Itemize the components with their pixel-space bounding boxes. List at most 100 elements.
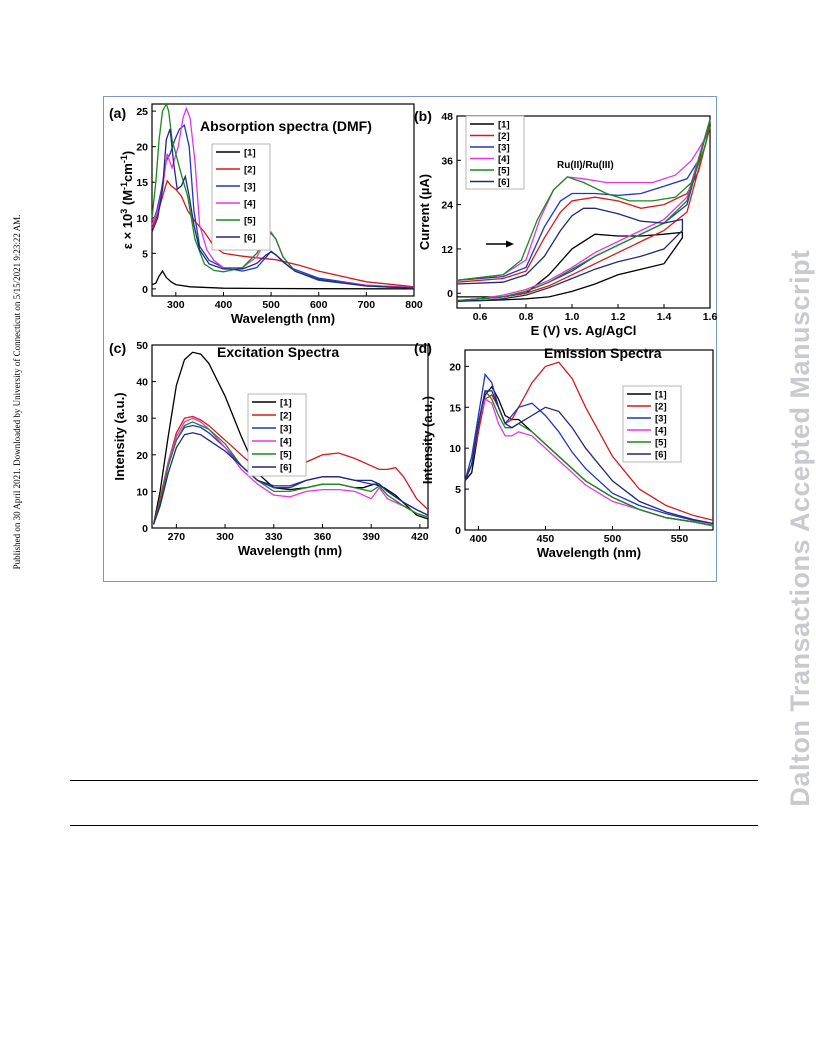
legend-label: [4] — [244, 199, 256, 210]
legend-box — [211, 143, 271, 251]
panel-title: Excitation Spectra — [217, 344, 339, 360]
chart-panel-1: 300 400 500 600 700 800 0 5 10 15 20 25 Wavelength (… — [109, 102, 423, 326]
x-tick-label: 0.8 — [519, 311, 534, 323]
legend-label: [1] — [498, 120, 510, 131]
series-line-1 — [152, 351, 429, 525]
y-tick-label: 15 — [449, 402, 461, 414]
x-axis-label: Wavelength (nm) — [537, 545, 641, 560]
x-tick-label: 270 — [168, 531, 186, 543]
plot-area — [151, 103, 415, 297]
y-tick-label: 25 — [136, 106, 148, 118]
footer-rule-top — [70, 780, 758, 781]
x-tick-label: 400 — [215, 299, 233, 311]
y-tick-label: 15 — [136, 177, 148, 189]
x-tick-label: 0.6 — [473, 311, 488, 323]
y-axis-label-part: cm — [120, 163, 135, 182]
x-tick-label: 360 — [314, 531, 332, 543]
legend-label: [5] — [244, 216, 256, 227]
redox-annotation: Ru(II)/Ru(III) — [557, 160, 614, 171]
legend-label: [1] — [244, 148, 256, 159]
legend-label: [3] — [280, 424, 292, 435]
legend-label: [1] — [280, 398, 292, 409]
x-tick-label: 390 — [362, 531, 380, 543]
series-line-3 — [464, 372, 714, 525]
y-tick-label: 12 — [441, 244, 453, 256]
panel-title: Emission Spectra — [544, 345, 662, 361]
x-tick-label: 1.0 — [565, 311, 580, 323]
legend-label: [6] — [280, 463, 292, 474]
panel-label: (a) — [109, 105, 126, 121]
y-axis-label-part: -1 — [119, 182, 129, 190]
chart-panel-2: 0.6 0.8 1.0 1.2 1.4 1.6 0 12 24 36 48 E (V) vs. Ag/… — [414, 108, 717, 338]
x-tick-label: 550 — [671, 533, 689, 545]
legend-label: [2] — [280, 411, 292, 422]
y-tick-label: 0 — [447, 288, 453, 300]
legend-label: [5] — [498, 166, 510, 177]
panel-label: (c) — [109, 340, 126, 356]
y-axis-label: Intensity (a.u.) — [420, 396, 435, 484]
y-tick-label: 20 — [136, 450, 148, 462]
legend-label: [2] — [655, 402, 667, 413]
y-tick-label: 40 — [136, 377, 148, 389]
series-line-1 — [457, 231, 684, 302]
chart-panel-3: 270 300 330 360 390 420 0 10 20 30 40 50 Wavelength … — [109, 340, 429, 558]
y-tick-label: 5 — [142, 248, 148, 260]
legend-label: [5] — [655, 438, 667, 449]
legend-label: [3] — [498, 143, 510, 154]
y-tick-label: 0 — [142, 284, 148, 296]
y-axis-label: Intensity (a.u.) — [112, 392, 127, 480]
series-line-5 — [456, 119, 711, 302]
footer-rule-bottom — [70, 825, 758, 826]
x-tick-label: 500 — [262, 299, 280, 311]
x-axis-label: Wavelength (nm) — [231, 311, 335, 326]
y-tick-label: 20 — [136, 142, 148, 154]
panel-label: (b) — [414, 108, 432, 124]
y-tick-label: 50 — [136, 340, 148, 352]
x-tick-label: 300 — [167, 299, 185, 311]
plot-area — [151, 344, 429, 529]
y-tick-label: 30 — [136, 413, 148, 425]
chart-panel-4: 400 450 500 550 0 5 10 15 20 Wavelength (nm) Inten… — [414, 340, 714, 560]
legend-label: [6] — [655, 450, 667, 461]
y-axis-label-part: (M — [120, 190, 135, 209]
y-axis-label-part: 3 — [119, 209, 129, 214]
legend-label: [1] — [655, 390, 667, 401]
x-tick-label: 500 — [604, 533, 622, 545]
y-axis-label-part: ) — [120, 151, 135, 155]
y-tick-label: 10 — [136, 486, 148, 498]
legend-label: [3] — [244, 182, 256, 193]
x-tick-label: 1.4 — [657, 311, 672, 323]
arrow-head — [506, 240, 514, 248]
y-axis-label-part: A) — [417, 174, 432, 188]
legend-label: [4] — [498, 154, 510, 165]
x-tick-label: 800 — [405, 299, 423, 311]
y-tick-label: 24 — [441, 200, 453, 212]
x-tick-label: 400 — [470, 533, 488, 545]
legend-label: [2] — [244, 165, 256, 176]
y-axis-label-part: µ — [417, 188, 432, 196]
plot-area — [464, 349, 714, 531]
series-line-5 — [152, 421, 429, 525]
y-axis-label-part: ε × 10 — [120, 214, 135, 249]
legend-box — [622, 385, 682, 463]
legend-label: [4] — [280, 437, 292, 448]
y-tick-label: 20 — [449, 361, 461, 373]
legend-label: [4] — [655, 426, 667, 437]
x-tick-label: 300 — [216, 531, 234, 543]
legend-label: [6] — [498, 177, 510, 188]
x-axis-label: E (V) vs. Ag/AgCl — [531, 323, 637, 338]
legend-label: [5] — [280, 450, 292, 461]
x-axis-label: Wavelength (nm) — [238, 543, 342, 558]
series-line-2 — [151, 179, 415, 288]
y-axis-label: ε × 103 (M-1cm-1) — [119, 151, 135, 249]
series-line-4 — [152, 417, 429, 525]
series-line-5 — [151, 102, 415, 289]
y-tick-label: 36 — [441, 155, 453, 167]
panel-title: Absorption spectra (DMF) — [200, 118, 372, 134]
x-tick-label: 450 — [537, 533, 555, 545]
x-tick-label: 1.2 — [611, 311, 626, 323]
series-line-1 — [151, 269, 415, 290]
x-tick-label: 700 — [358, 299, 376, 311]
y-axis-label: Current (µA) — [417, 174, 432, 250]
